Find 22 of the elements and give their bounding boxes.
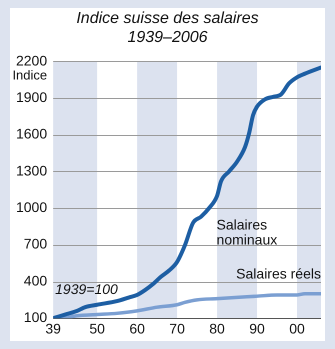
chart-subtitle: 1939–2006 bbox=[126, 28, 209, 47]
y-axis-title: Indice bbox=[12, 67, 48, 82]
chart-title: Indice suisse des salaires bbox=[75, 9, 260, 28]
x-tick-label: 39 bbox=[45, 320, 62, 336]
line-series bbox=[53, 66, 321, 318]
x-tick-label: 80 bbox=[209, 320, 226, 336]
annotation: 1939=100 bbox=[55, 281, 118, 298]
y-tick-label: 400 bbox=[24, 272, 48, 288]
x-tick-label: 00 bbox=[289, 320, 306, 336]
y-tick-label: 2200 bbox=[16, 52, 48, 68]
series-label: Salaires réels bbox=[236, 266, 321, 282]
y-tick-label: 1000 bbox=[16, 199, 48, 215]
series-label: Salaires nominaux bbox=[216, 216, 278, 248]
y-tick-label: 1900 bbox=[16, 88, 48, 105]
x-tick-label: 60 bbox=[129, 320, 146, 336]
y-tick-label: 1300 bbox=[16, 162, 48, 178]
y-tick-label: 700 bbox=[24, 236, 48, 252]
y-tick-label: 100 bbox=[24, 309, 48, 326]
y-tick-label: 1600 bbox=[16, 126, 48, 142]
x-tick-label: 50 bbox=[89, 320, 106, 336]
x-tick-label: 90 bbox=[249, 320, 266, 336]
x-tick-label: 70 bbox=[169, 320, 186, 336]
